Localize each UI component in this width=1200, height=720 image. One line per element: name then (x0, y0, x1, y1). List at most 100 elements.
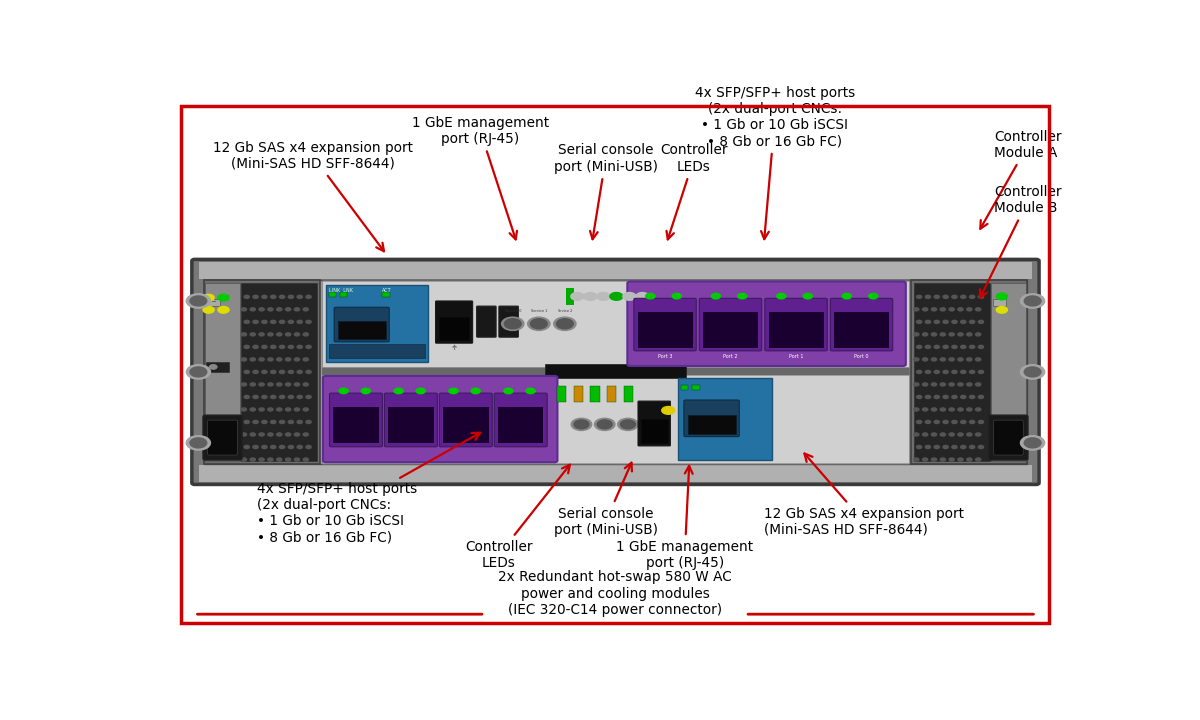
Circle shape (949, 383, 954, 386)
Circle shape (952, 370, 958, 374)
Circle shape (416, 388, 425, 394)
FancyBboxPatch shape (634, 298, 696, 351)
Circle shape (923, 358, 928, 361)
Circle shape (262, 395, 266, 398)
Circle shape (271, 395, 276, 398)
Circle shape (271, 295, 276, 298)
Circle shape (286, 383, 290, 386)
Circle shape (978, 420, 984, 423)
Circle shape (941, 307, 946, 311)
Circle shape (931, 358, 936, 361)
Circle shape (259, 433, 264, 436)
Circle shape (970, 346, 974, 348)
Circle shape (941, 458, 946, 461)
Circle shape (218, 307, 229, 313)
Circle shape (943, 395, 948, 398)
Text: 2x Redundant hot-swap 580 W AC
power and cooling modules
(IEC 320-C14 power conn: 2x Redundant hot-swap 580 W AC power and… (498, 570, 732, 617)
FancyBboxPatch shape (330, 393, 383, 447)
FancyBboxPatch shape (192, 259, 1039, 485)
Circle shape (241, 458, 246, 461)
FancyBboxPatch shape (700, 298, 762, 351)
Circle shape (934, 346, 940, 348)
Circle shape (952, 346, 958, 348)
Circle shape (268, 358, 274, 361)
Circle shape (967, 433, 972, 436)
FancyBboxPatch shape (208, 420, 238, 455)
Circle shape (931, 433, 936, 436)
Circle shape (394, 388, 403, 394)
Circle shape (268, 433, 274, 436)
Circle shape (961, 295, 966, 298)
Circle shape (277, 383, 282, 386)
Circle shape (931, 458, 936, 461)
Circle shape (250, 458, 256, 461)
Circle shape (931, 333, 936, 336)
Circle shape (1025, 296, 1040, 306)
Circle shape (502, 317, 524, 330)
Text: Port 0: Port 0 (854, 354, 869, 359)
Circle shape (913, 333, 919, 336)
FancyBboxPatch shape (994, 420, 1024, 455)
Circle shape (941, 408, 946, 411)
FancyBboxPatch shape (436, 301, 473, 343)
Circle shape (925, 346, 930, 348)
Circle shape (917, 370, 922, 374)
Bar (334, 408, 379, 444)
FancyBboxPatch shape (203, 415, 242, 460)
Circle shape (618, 418, 638, 431)
Circle shape (949, 307, 954, 311)
Bar (322, 375, 908, 463)
Circle shape (943, 370, 948, 374)
Circle shape (277, 307, 282, 311)
Text: 4x SFP/SFP+ host ports
(2x dual-port CNCs:
• 1 Gb or 10 Gb iSCSI
• 8 Gb or 16 Gb: 4x SFP/SFP+ host ports (2x dual-port CNC… (695, 86, 856, 239)
Circle shape (967, 458, 972, 461)
Circle shape (949, 458, 954, 461)
Circle shape (917, 320, 922, 323)
Circle shape (504, 388, 514, 394)
Circle shape (288, 295, 294, 298)
Circle shape (934, 395, 940, 398)
Bar (692, 385, 700, 390)
FancyBboxPatch shape (476, 306, 496, 337)
Circle shape (470, 388, 480, 394)
Bar (383, 292, 390, 297)
Text: 1 GbE management
port (RJ-45): 1 GbE management port (RJ-45) (616, 466, 754, 570)
Circle shape (306, 320, 311, 323)
Bar (325, 285, 428, 362)
Text: 4x SFP/SFP+ host ports
(2x dual-port CNCs:
• 1 Gb or 10 Gb iSCSI
• 8 Gb or 16 Gb: 4x SFP/SFP+ host ports (2x dual-port CNC… (257, 433, 480, 544)
Circle shape (268, 383, 274, 386)
Circle shape (961, 346, 966, 348)
Circle shape (294, 333, 300, 336)
Text: Controller
LEDs: Controller LEDs (660, 143, 727, 240)
Bar (574, 386, 583, 402)
Text: Port 2: Port 2 (724, 354, 738, 359)
Circle shape (250, 383, 256, 386)
Circle shape (952, 295, 958, 298)
Circle shape (661, 407, 674, 414)
Circle shape (925, 295, 930, 298)
Circle shape (934, 320, 940, 323)
Circle shape (574, 420, 589, 429)
Circle shape (941, 333, 946, 336)
Circle shape (976, 433, 980, 436)
Circle shape (978, 446, 984, 449)
Circle shape (280, 346, 284, 348)
Circle shape (244, 295, 250, 298)
Circle shape (280, 320, 284, 323)
Circle shape (298, 370, 302, 374)
Circle shape (306, 295, 311, 298)
Circle shape (925, 395, 930, 398)
FancyBboxPatch shape (684, 400, 739, 436)
Circle shape (259, 333, 264, 336)
Circle shape (526, 388, 535, 394)
Bar (330, 344, 425, 358)
Circle shape (304, 333, 308, 336)
Text: Serial console
port (Mini-USB): Serial console port (Mini-USB) (553, 143, 658, 239)
Bar (322, 281, 908, 366)
Circle shape (943, 295, 948, 298)
Circle shape (961, 420, 966, 423)
Circle shape (280, 446, 284, 449)
Circle shape (253, 320, 258, 323)
Circle shape (1020, 365, 1045, 379)
Circle shape (970, 420, 974, 423)
